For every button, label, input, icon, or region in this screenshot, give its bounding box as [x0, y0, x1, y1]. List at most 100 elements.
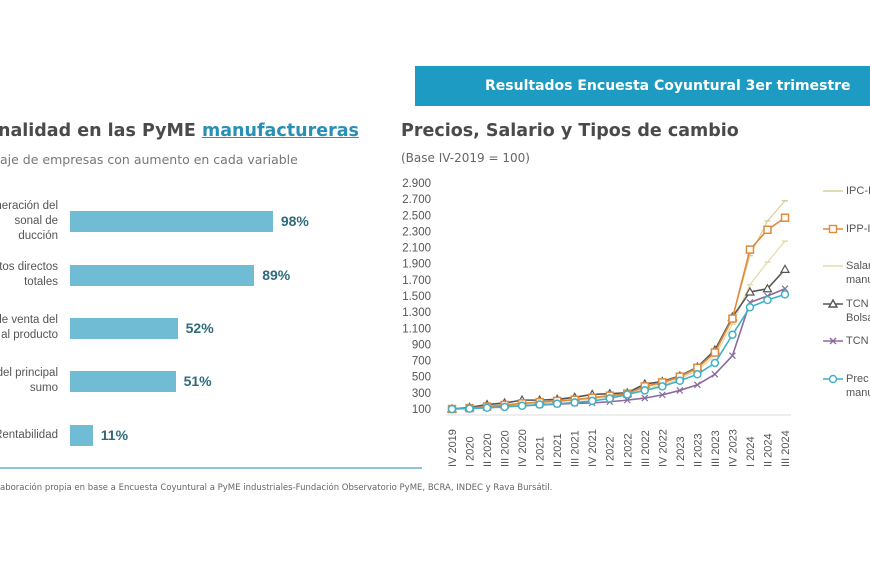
x-tick-label: IV 2020 — [517, 429, 529, 467]
bar — [70, 265, 255, 286]
data-point — [780, 290, 790, 299]
data-point — [623, 390, 632, 399]
section-banner: Resultados Encuesta Coyuntural 3er trime… — [415, 66, 870, 106]
x-tick-label: II 2023 — [692, 433, 704, 467]
y-tick-label: 1.500 — [402, 291, 431, 303]
bar-value-label: 51% — [183, 373, 212, 389]
legend-swatch-icon — [823, 190, 843, 192]
x-tick-label: IV 2019 — [447, 429, 459, 467]
legend-label: TCN — [846, 335, 869, 347]
bar-category-label: neración del sonal de ducción — [0, 199, 58, 242]
x-tick-label: I 2023 — [675, 436, 687, 467]
series-line — [451, 200, 786, 410]
x-tick-label: II 2021 — [552, 433, 564, 467]
data-point — [762, 283, 773, 293]
y-tick-label: 300 — [412, 388, 431, 400]
data-point — [570, 398, 579, 407]
y-tick-label: 2.500 — [402, 210, 431, 222]
bar-category-label: Rentabilidad — [0, 428, 58, 441]
y-tick-label: 1.300 — [402, 307, 431, 319]
x-tick-label: III 2023 — [710, 430, 722, 467]
legend-label: TCN Bolsa — [846, 298, 870, 324]
y-tick-label: 2.100 — [402, 243, 431, 255]
data-point — [535, 400, 544, 409]
source-note: aboración propia en base a Encuesta Coyu… — [0, 483, 553, 493]
bar-value-label: 11% — [100, 427, 129, 443]
data-point — [693, 381, 701, 389]
legend-swatch-icon — [823, 224, 843, 234]
data-point — [587, 396, 597, 406]
data-point — [763, 295, 772, 305]
data-point — [745, 245, 755, 254]
bar-value-label: 89% — [262, 267, 291, 283]
legend-label: Prec manu — [846, 373, 870, 399]
series-line — [451, 240, 786, 410]
right-chart-title: Precios, Salario y Tipos de cambio — [401, 121, 739, 141]
x-tick-label: III 2022 — [640, 430, 652, 467]
bar — [70, 371, 176, 392]
data-point — [465, 404, 474, 413]
bar — [70, 211, 273, 232]
data-point — [517, 401, 527, 411]
data-point — [710, 348, 720, 357]
left-chart-title: nalidad en las PyME manufactureras — [0, 121, 359, 141]
data-point — [711, 370, 719, 378]
data-point — [641, 394, 649, 402]
x-tick-label: I 2020 — [465, 436, 477, 467]
x-tick-label: IV 2023 — [727, 429, 739, 467]
legend-swatch-icon — [823, 337, 843, 345]
data-point — [779, 264, 791, 273]
data-point — [744, 286, 755, 296]
data-point — [482, 403, 492, 413]
left-title-highlight: manufactureras — [201, 121, 359, 141]
data-point — [693, 370, 702, 379]
right-chart-subtitle: (Base IV-2019 = 100) — [401, 151, 530, 165]
x-tick-label: I 2022 — [605, 436, 617, 467]
bar-category-label: del principal sumo — [0, 367, 58, 394]
bar-value-label: 52% — [185, 320, 214, 336]
x-tick-label: III 2021 — [570, 430, 582, 467]
y-tick-label: 2.900 — [402, 178, 431, 190]
data-point — [640, 386, 650, 395]
data-point — [658, 382, 667, 391]
data-point — [658, 391, 666, 399]
bar-category-label: tos directos totales — [0, 261, 58, 288]
y-tick-label: 2.700 — [402, 194, 431, 206]
y-tick-label: 900 — [412, 339, 431, 351]
bar-category-label: de venta del al producto — [0, 314, 58, 341]
legend-label: IPP-I — [846, 223, 870, 235]
y-tick-label: 100 — [412, 404, 431, 416]
data-point — [745, 303, 755, 312]
data-point — [675, 376, 685, 385]
bar-value-label: 98% — [280, 213, 309, 229]
y-tick-label: 2.300 — [402, 226, 431, 238]
series-line — [451, 293, 786, 410]
y-tick-label: 1.100 — [402, 323, 431, 335]
left-title-prefix: nalidad en las PyME — [0, 121, 202, 141]
data-point — [728, 314, 737, 323]
bar — [70, 318, 178, 339]
x-tick-label: II 2022 — [622, 433, 634, 467]
series-line — [451, 268, 786, 410]
data-point — [676, 387, 684, 394]
y-tick-label: 700 — [412, 356, 431, 368]
legend-label: Salar manu — [846, 260, 870, 286]
data-point — [710, 358, 720, 368]
left-chart-subtitle: aje de empresas con aumento en cada vari… — [0, 152, 298, 167]
data-point — [605, 394, 614, 403]
data-point — [552, 399, 562, 409]
y-tick-label: 1.700 — [402, 275, 431, 287]
data-point — [780, 213, 790, 222]
x-tick-label: I 2024 — [745, 436, 757, 467]
data-point — [500, 402, 509, 412]
x-tick-label: IV 2021 — [587, 429, 599, 467]
x-tick-label: III 2024 — [780, 430, 792, 467]
x-tick-label: I 2021 — [535, 436, 547, 467]
x-tick-label: III 2020 — [500, 430, 512, 467]
y-tick-label: 500 — [412, 372, 431, 384]
legend-swatch-icon — [823, 374, 843, 384]
legend-swatch-icon — [823, 265, 843, 267]
data-point — [728, 352, 736, 360]
x-tick-label: II 2024 — [762, 433, 774, 467]
